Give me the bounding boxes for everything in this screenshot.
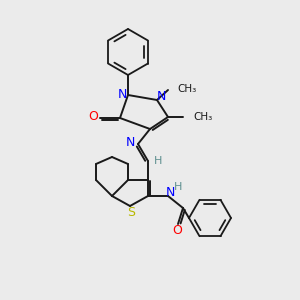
Text: S: S bbox=[127, 206, 135, 220]
Text: O: O bbox=[172, 224, 182, 238]
Text: N: N bbox=[165, 185, 175, 199]
Text: H: H bbox=[174, 182, 182, 192]
Text: CH₃: CH₃ bbox=[177, 84, 196, 94]
Text: N: N bbox=[156, 89, 166, 103]
Text: N: N bbox=[125, 136, 135, 149]
Text: O: O bbox=[88, 110, 98, 124]
Text: H: H bbox=[154, 156, 162, 166]
Text: N: N bbox=[117, 88, 127, 100]
Text: CH₃: CH₃ bbox=[193, 112, 212, 122]
